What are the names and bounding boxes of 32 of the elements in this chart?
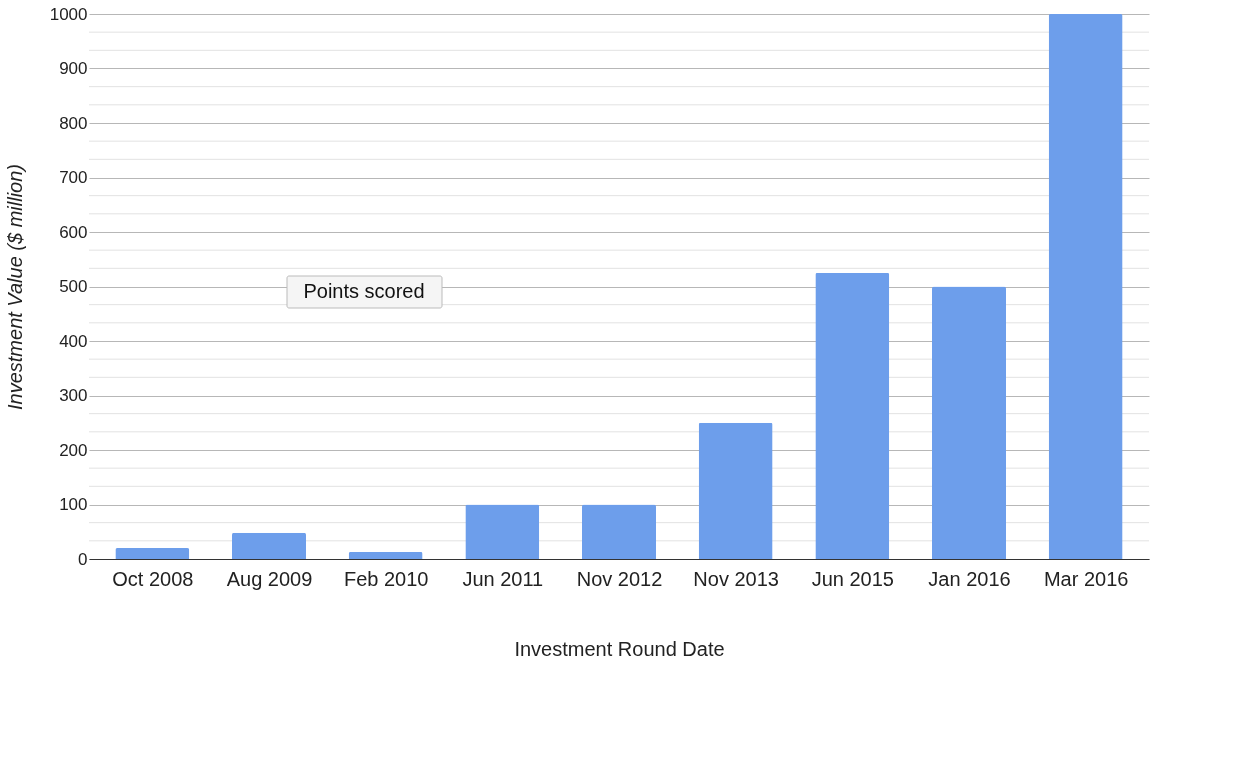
y-tick-label: 400 [59,331,88,351]
y-tick-label: 100 [59,495,88,514]
x-tick-label: Jun 2015 [811,567,894,590]
y-tick-label: 0 [78,549,88,569]
bar [698,422,773,559]
bar [465,504,540,559]
x-tick-label: Jan 2016 [928,567,1011,590]
y-tick-label: 900 [59,59,88,78]
x-tick-label: Mar 2016 [1043,567,1129,590]
bar [348,551,423,559]
x-tick-label: Oct 2008 [112,567,194,590]
y-tick-label: 800 [59,113,88,133]
bar [815,272,890,559]
y-tick-label: 500 [59,277,88,296]
x-tick-label: Nov 2013 [693,567,779,590]
y-tick-label: 700 [59,168,88,187]
annotation: Points scored [303,280,425,302]
x-tick-label: Jun 2011 [462,567,544,590]
x-tick-label: Aug 2009 [226,567,313,590]
y-tick-label: 300 [59,386,88,405]
y-tick-label: 200 [59,440,88,460]
bar [932,286,1006,559]
x-tick-label: Nov 2012 [576,567,663,590]
bar [582,504,656,559]
x-tick-label: Feb 2010 [343,567,429,590]
bar [115,548,190,559]
y-tick-label: 600 [59,222,88,242]
bar [232,532,306,559]
x-axis-title: Investment Round Date [514,637,725,660]
bar [1048,14,1123,559]
y-tick-label: 1000 [49,4,88,24]
y-axis-title: Investment Value ($ million) [3,163,26,411]
